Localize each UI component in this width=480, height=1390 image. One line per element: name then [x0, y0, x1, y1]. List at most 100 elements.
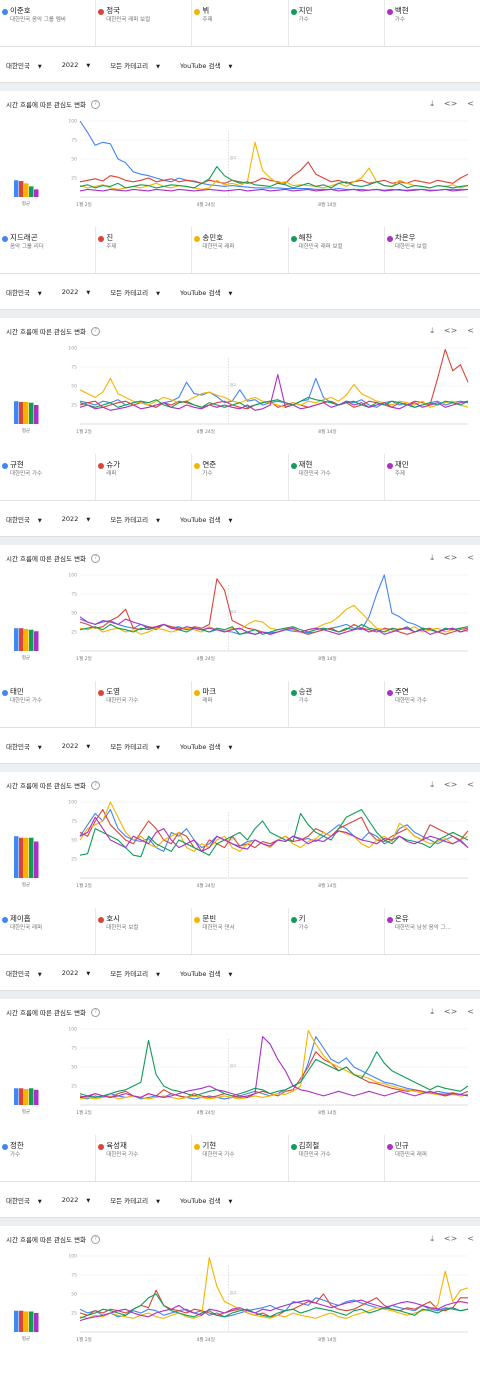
- search-term[interactable]: 차은우 대한민국 보컬: [383, 227, 480, 273]
- search-term[interactable]: 해찬 대한민국 래퍼 보컬: [287, 227, 384, 273]
- help-icon[interactable]: ?: [91, 1007, 101, 1017]
- average-bar: [14, 401, 19, 424]
- category-dropdown[interactable]: 모든 카테고리 ▼: [110, 60, 160, 70]
- share-icon[interactable]: <: [467, 553, 474, 562]
- x-tick-label: 4월 24일: [197, 428, 215, 435]
- source-dropdown[interactable]: YouTube 검색 ▼: [180, 741, 232, 751]
- search-term[interactable]: 키 가수: [287, 908, 384, 954]
- search-term[interactable]: 슈가 래퍼: [95, 454, 191, 500]
- download-icon[interactable]: ⤓: [430, 99, 434, 108]
- help-icon[interactable]: ?: [91, 553, 101, 563]
- share-icon[interactable]: <: [467, 1234, 474, 1243]
- source-dropdown[interactable]: YouTube 검색 ▼: [180, 287, 232, 297]
- x-tick-label: 1월 2일: [76, 882, 91, 889]
- region-dropdown[interactable]: 대한민국 ▼: [6, 287, 42, 297]
- search-term[interactable]: 주연 대한민국 가수: [383, 681, 480, 727]
- category-dropdown[interactable]: 모든 카테고리 ▼: [110, 287, 160, 297]
- search-term[interactable]: 진 주제: [95, 227, 191, 273]
- source-dropdown[interactable]: YouTube 검색 ▼: [180, 1195, 232, 1205]
- year-dropdown[interactable]: 2022 ▼: [62, 969, 90, 977]
- search-term[interactable]: 규현 대한민국 가수: [0, 454, 95, 500]
- embed-icon[interactable]: <>: [443, 326, 458, 335]
- share-icon[interactable]: <: [467, 99, 474, 108]
- average-bar: [24, 1311, 29, 1332]
- search-term[interactable]: 문빈 대한민국 댄서: [191, 908, 287, 954]
- source-dropdown[interactable]: YouTube 검색 ▼: [180, 514, 232, 524]
- average-label: 평균: [22, 427, 30, 434]
- embed-icon[interactable]: <>: [443, 553, 458, 562]
- term-color-dot: [194, 1144, 201, 1150]
- year-dropdown[interactable]: 2022 ▼: [62, 742, 90, 750]
- search-term[interactable]: 온유 대한민국 남성 음악 그...: [383, 908, 480, 954]
- term-name: 태민: [10, 687, 24, 696]
- region-dropdown[interactable]: 대한민국 ▼: [6, 1195, 42, 1205]
- search-term[interactable]: 제이홉 대한민국 래퍼: [0, 908, 95, 954]
- term-description: 대한민국 보컬: [106, 925, 139, 931]
- download-icon[interactable]: ⤓: [430, 1007, 434, 1016]
- search-term[interactable]: 육성재 대한민국 가수: [95, 1135, 191, 1181]
- term-description: 대한민국 가수: [298, 471, 331, 477]
- region-dropdown[interactable]: 대한민국 ▼: [6, 514, 42, 524]
- x-tick-label: 4월 24일: [197, 201, 215, 208]
- search-term[interactable]: 도영 대한민국 가수: [95, 681, 191, 727]
- card-actions: ⤓ <> <: [430, 553, 474, 563]
- average-bar: [24, 183, 29, 197]
- help-icon[interactable]: ?: [91, 1234, 101, 1244]
- term-name: 승관: [298, 687, 313, 696]
- search-term[interactable]: 뷔 주제: [191, 0, 287, 46]
- term-description: 가수: [298, 17, 309, 23]
- search-term[interactable]: 지민 가수: [287, 0, 384, 46]
- region-dropdown[interactable]: 대한민국 ▼: [6, 60, 42, 70]
- year-dropdown[interactable]: 2022 ▼: [62, 61, 90, 69]
- search-term[interactable]: 승관 가수: [287, 681, 384, 727]
- embed-icon[interactable]: <>: [443, 1234, 458, 1243]
- download-icon[interactable]: ⤓: [430, 326, 434, 335]
- category-dropdown[interactable]: 모든 카테고리 ▼: [110, 514, 160, 524]
- search-term[interactable]: 김희철 대한민국 가수: [287, 1135, 384, 1181]
- region-dropdown[interactable]: 대한민국 ▼: [6, 741, 42, 751]
- source-dropdown[interactable]: YouTube 검색 ▼: [180, 968, 232, 978]
- search-term[interactable]: 재민 주제: [383, 454, 480, 500]
- help-icon[interactable]: ?: [91, 780, 101, 790]
- download-icon[interactable]: ⤓: [430, 553, 434, 562]
- search-term[interactable]: 민규 대한민국 래퍼: [383, 1135, 480, 1181]
- share-icon[interactable]: <: [467, 1007, 474, 1016]
- average-bar: [29, 837, 34, 878]
- search-term[interactable]: 백현 가수: [383, 0, 480, 46]
- category-dropdown[interactable]: 모든 카테고리 ▼: [110, 741, 160, 751]
- y-tick-label: 25: [71, 403, 77, 409]
- search-term[interactable]: 정국 대한민국 래퍼 보컬: [95, 0, 191, 46]
- region-dropdown[interactable]: 대한민국 ▼: [6, 968, 42, 978]
- year-dropdown[interactable]: 2022 ▼: [62, 288, 90, 296]
- filters-row: 대한민국 ▼ 2022 ▼ 모든 카테고리 ▼ YouTube 검색 ▼: [0, 274, 480, 310]
- search-term[interactable]: 정한 가수: [0, 1135, 95, 1181]
- download-icon[interactable]: ⤓: [430, 780, 434, 789]
- download-icon[interactable]: ⤓: [430, 1234, 434, 1243]
- embed-icon[interactable]: <>: [443, 99, 458, 108]
- share-icon[interactable]: <: [467, 780, 474, 789]
- embed-icon[interactable]: <>: [443, 780, 458, 789]
- search-term[interactable]: 마크 래퍼: [191, 681, 287, 727]
- term-name: 육성재: [106, 1141, 127, 1150]
- term-color-dot: [386, 690, 393, 696]
- source-dropdown[interactable]: YouTube 검색 ▼: [180, 60, 232, 70]
- search-term[interactable]: 재현 대한민국 가수: [287, 454, 384, 500]
- help-icon[interactable]: ?: [91, 326, 101, 336]
- search-term[interactable]: 송민호 대한민국 래퍼: [191, 227, 287, 273]
- y-tick-label: 100: [68, 1254, 77, 1260]
- embed-icon[interactable]: <>: [443, 1007, 458, 1016]
- search-term[interactable]: 태민 대한민국 가수: [0, 681, 95, 727]
- search-term[interactable]: 지드래곤 음악 그룹 리더: [0, 227, 95, 273]
- help-icon[interactable]: ?: [91, 99, 101, 109]
- search-term[interactable]: 호시 대한민국 보컬: [95, 908, 191, 954]
- search-term[interactable]: 연준 가수: [191, 454, 287, 500]
- category-dropdown[interactable]: 모든 카테고리 ▼: [110, 968, 160, 978]
- category-dropdown[interactable]: 모든 카테고리 ▼: [110, 1195, 160, 1205]
- y-tick-label: 50: [71, 838, 77, 844]
- search-term[interactable]: 이준호 대한민국 음악 그룹 멤버: [0, 0, 95, 46]
- year-dropdown[interactable]: 2022 ▼: [62, 1196, 90, 1204]
- search-term[interactable]: 기현 대한민국 가수: [191, 1135, 287, 1181]
- share-icon[interactable]: <: [467, 326, 474, 335]
- year-dropdown[interactable]: 2022 ▼: [62, 515, 90, 523]
